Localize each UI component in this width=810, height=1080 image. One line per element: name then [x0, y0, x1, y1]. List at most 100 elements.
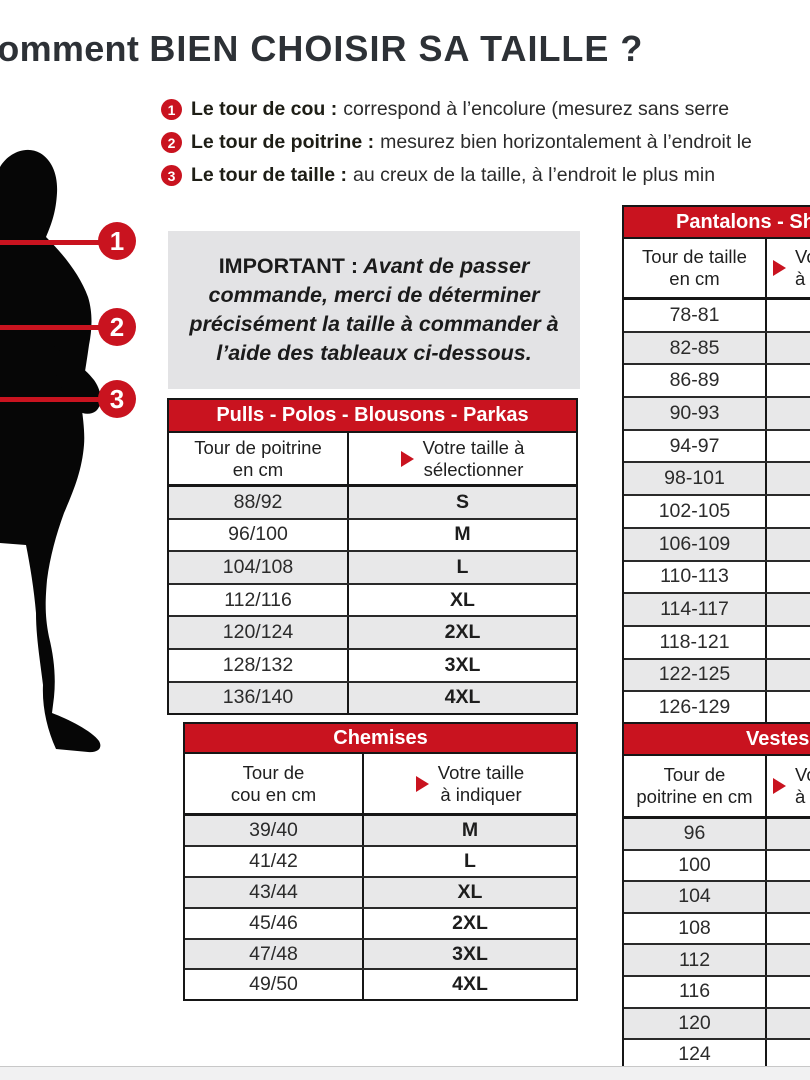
- arrow-right-icon: [773, 778, 786, 794]
- table-row: 104/108 L: [169, 550, 576, 583]
- size-cell: [767, 914, 810, 944]
- size-cell: [767, 398, 810, 429]
- size-cell: XL: [457, 880, 483, 903]
- table-row: 82-85: [624, 330, 810, 364]
- column-header-lines: Vo à: [795, 246, 810, 290]
- table-row: 120/124 2XL: [169, 615, 576, 648]
- bottom-strip: [0, 1066, 810, 1080]
- table-header-row: Tour de cou en cm Votre taille à indique…: [185, 754, 576, 816]
- measure-cell: 126-129: [624, 692, 767, 723]
- measure-cell: 112/116: [169, 584, 349, 616]
- table-row: 112/116 XL: [169, 582, 576, 616]
- column-header-size: Vo à: [767, 239, 810, 297]
- measure-cell: 104/108: [169, 552, 349, 583]
- page-title: Comment BIEN CHOISIR SA TAILLE ?: [0, 28, 643, 70]
- column-header-line: Vot: [795, 764, 810, 786]
- table-title-band: Pantalons - Sh: [624, 207, 810, 239]
- measure-cell: 102-105: [624, 496, 767, 527]
- number-badge-3-icon: 3: [161, 165, 182, 186]
- table-row: 112: [624, 943, 810, 975]
- arrow-right-icon: [415, 775, 429, 792]
- column-header-lines: Votre taille à sélectionner: [423, 437, 525, 481]
- size-cell: [767, 882, 810, 912]
- size-cell: 2XL: [452, 911, 488, 934]
- size-table-vestes: Vestes Tour de poitrine en cm Vot à i 96…: [622, 722, 810, 1072]
- size-cell: [767, 627, 810, 658]
- size-cell: [767, 594, 810, 625]
- size-cell: [767, 529, 810, 560]
- column-header-line: à: [795, 268, 806, 289]
- measure-instructions: 1 Le tour de cou : correspond à l’encolu…: [161, 93, 752, 192]
- size-cell: [767, 692, 810, 723]
- instruction-text: au creux de la taille, à l’endroit le pl…: [353, 164, 716, 186]
- table-row: 98-101: [624, 461, 810, 495]
- column-header-line: cou en cm: [230, 783, 317, 805]
- measure-cell: 45/46: [185, 908, 364, 938]
- column-header-lines: Votre taille à indiquer: [438, 762, 524, 806]
- important-note-text: IMPORTANT : Avant de passer commande, me…: [182, 252, 566, 369]
- measure-cell: 104: [624, 882, 767, 912]
- table-row: 116: [624, 974, 810, 1007]
- instruction-item-2: 2 Le tour de poitrine : mesurez bien hor…: [161, 126, 752, 159]
- column-header-line: poitrine en cm: [636, 786, 753, 807]
- size-cell: [767, 977, 810, 1007]
- size-table-pantalons: Pantalons - Sh Tour de taille en cm Vo à…: [622, 205, 810, 725]
- measure-line-1: [0, 240, 117, 245]
- size-cell: 3XL: [452, 942, 488, 965]
- table-row: 102-105: [624, 494, 810, 527]
- table-row: 78-81: [624, 300, 810, 331]
- measure-cell: 90-93: [624, 398, 767, 429]
- column-header-line: Votre taille à: [422, 436, 525, 458]
- table-row: 88/92 S: [169, 487, 576, 518]
- column-header-size: Votre taille à indiquer: [364, 754, 576, 813]
- column-header-line: Tour de: [242, 761, 305, 783]
- arrow-right-icon: [400, 450, 414, 467]
- table-row: 118-121: [624, 624, 810, 658]
- measure-cell: 94-97: [624, 430, 767, 462]
- measure-cell: 106-109: [624, 528, 767, 560]
- column-header-measure: Tour de taille en cm: [624, 239, 767, 297]
- measure-cell: 82-85: [624, 332, 767, 364]
- size-cell: [767, 365, 810, 396]
- measure-cell: 120/124: [169, 617, 349, 648]
- table-row: 47/48 3XL: [185, 937, 576, 969]
- measure-cell: 39/40: [185, 816, 364, 845]
- measure-cell: 128/132: [169, 649, 349, 681]
- column-header-line: Vo: [795, 246, 810, 268]
- measure-cell: 136/140: [169, 682, 349, 714]
- instruction-label: Le tour de taille :: [191, 164, 348, 186]
- table-row: 126-129: [624, 690, 810, 723]
- table-row: 43/44 XL: [185, 875, 576, 907]
- column-header-line: Tour de: [663, 764, 726, 786]
- measure-cell: 116: [624, 976, 767, 1007]
- size-cell: L: [464, 849, 476, 872]
- column-header-line: Tour de poitrine: [194, 436, 322, 458]
- measure-cell: 112: [624, 945, 767, 975]
- measure-cell: 86-89: [624, 365, 767, 397]
- table-row: 124: [624, 1038, 810, 1070]
- marker-circle-3: 3: [98, 380, 136, 418]
- table-row: 86-89: [624, 363, 810, 397]
- size-cell: 3XL: [444, 653, 481, 676]
- measure-cell: 100: [624, 850, 767, 881]
- measure-line-2: [0, 325, 117, 330]
- measure-cell: 114-117: [624, 594, 767, 625]
- measure-cell: 122-125: [624, 659, 767, 691]
- arrow-right-icon: [773, 260, 786, 276]
- page-title-prefix: Comment: [0, 28, 140, 69]
- size-cell: [767, 300, 810, 331]
- table-rows: 39/40 M 41/42 L 43/44 XL 45/46 2XL 47/48 3XL 49/50…: [185, 816, 576, 1000]
- column-header-size: Votre taille à sélectionner: [349, 433, 576, 484]
- size-cell: [767, 562, 810, 593]
- table-row: 108: [624, 911, 810, 944]
- column-header-line: en cm: [232, 458, 284, 480]
- measure-cell: 98-101: [624, 463, 767, 495]
- size-cell: S: [455, 490, 469, 513]
- table-row: 106-109: [624, 526, 810, 560]
- table-rows: 96 100 104 108 112 116 120 124: [624, 819, 810, 1070]
- measure-cell: 41/42: [185, 846, 364, 876]
- column-header-measure: Tour de poitrine en cm: [624, 756, 767, 816]
- size-cell: [767, 431, 810, 462]
- marker-circle-2: 2: [98, 308, 136, 346]
- table-header-row: Tour de poitrine en cm Votre taille à sé…: [169, 433, 576, 487]
